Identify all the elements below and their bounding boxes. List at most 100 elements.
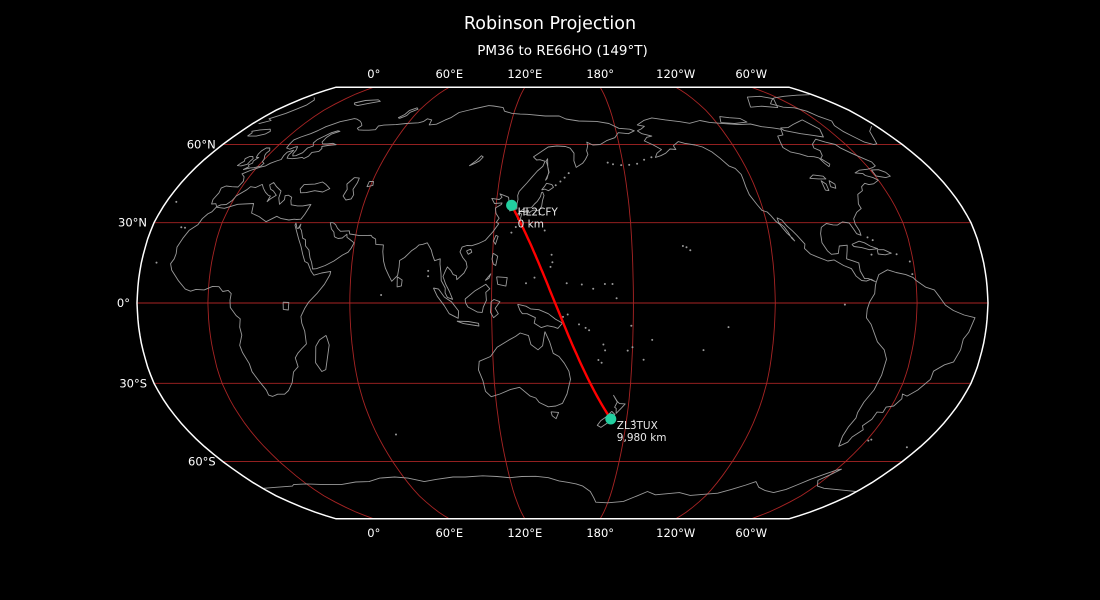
island-dot [563, 176, 566, 179]
island-dot [597, 359, 600, 361]
island-dot [636, 162, 639, 165]
latitude-tick-label: 60°S [188, 455, 216, 469]
island-dot [600, 361, 603, 364]
island-dot [533, 276, 536, 279]
coastline [746, 95, 779, 109]
island-dot [689, 249, 692, 252]
meridian-line [751, 86, 918, 520]
island-dot [427, 275, 430, 278]
island-dot [867, 439, 870, 442]
meridian-line [599, 86, 634, 520]
longitude-tick-label-top: 120°E [507, 67, 542, 81]
coastline [851, 240, 879, 251]
island-dot [551, 261, 554, 264]
great-circle-path [510, 204, 612, 421]
island-dot [642, 358, 645, 361]
meridian-line [491, 86, 526, 520]
island-dot [562, 315, 564, 318]
island-dot [871, 239, 874, 242]
coastline [636, 117, 879, 283]
coastline [496, 276, 508, 287]
coastline [491, 252, 499, 266]
island-dot [630, 324, 633, 327]
island-dot [612, 163, 614, 166]
coastline [263, 468, 856, 504]
coastline [544, 158, 550, 181]
island-dot [685, 246, 688, 249]
coastline [353, 99, 381, 107]
island-dot [510, 231, 513, 234]
longitude-tick-label-bottom: 0° [367, 526, 380, 540]
island-dot [870, 253, 873, 256]
longitude-tick-label-top: 0° [367, 67, 380, 81]
great-circle-path-layer [510, 204, 612, 421]
island-dot [681, 245, 684, 247]
island-dot [727, 326, 730, 329]
island-dot [628, 163, 631, 166]
axis-tick-labels: 0° 0° 60°E 60°E 120°E 120°E 180° 180° 120°W 120°W… [117, 67, 767, 540]
coastline [456, 320, 480, 327]
coastline [876, 249, 892, 256]
island-dot [514, 226, 517, 228]
coastline [396, 276, 403, 288]
island-dot [615, 297, 618, 300]
coastline [780, 119, 824, 138]
coastline [484, 273, 492, 281]
graticule-lines [137, 86, 988, 520]
coastline [541, 182, 554, 192]
coastlines [170, 94, 976, 504]
coastline [820, 180, 830, 191]
longitude-tick-label-top: 180° [586, 67, 614, 81]
island-dot [395, 433, 397, 436]
island-dot [592, 287, 595, 290]
coastline [170, 105, 635, 397]
island-dot [905, 446, 908, 449]
coastline [282, 301, 290, 311]
island-dot [565, 282, 568, 285]
meridian-line [349, 86, 450, 520]
latitude-tick-label: 60°N [187, 138, 216, 152]
coastline [838, 269, 976, 447]
coastline [550, 411, 560, 420]
coastline [809, 174, 827, 180]
island-dot [588, 329, 591, 332]
station-callsign-label: HL2CFY [518, 206, 559, 218]
coastline [719, 116, 748, 124]
coastline [366, 181, 374, 188]
island-dot [175, 200, 178, 203]
coastline [871, 169, 891, 179]
coastline [242, 147, 271, 171]
island-dot [180, 226, 183, 229]
coastline [432, 287, 460, 319]
station-distance-label: 9,980 km [617, 432, 667, 444]
island-dot [626, 349, 629, 352]
island-dot [567, 172, 570, 175]
longitude-tick-label-top: 120°W [656, 67, 695, 81]
station-marker [506, 199, 518, 211]
coastline [517, 303, 563, 329]
island-dot [184, 226, 186, 229]
longitude-tick-label-bottom: 60°W [735, 526, 767, 540]
island-dot [538, 213, 541, 216]
coastline [466, 248, 473, 255]
longitude-tick-label-bottom: 120°W [656, 526, 695, 540]
island-dot [580, 283, 583, 286]
longitude-tick-label-top: 60°E [435, 67, 463, 81]
island-dot [602, 343, 605, 346]
island-dot [843, 303, 846, 306]
coastline [490, 299, 501, 319]
island-dot [550, 253, 553, 256]
coastline [464, 283, 491, 313]
island-dot [427, 269, 430, 272]
island-dot [604, 349, 607, 352]
coastline [523, 211, 529, 216]
coastline [468, 155, 484, 167]
latitude-tick-label: 30°N [118, 216, 147, 230]
island-dot [584, 326, 587, 329]
island-dot [643, 158, 646, 161]
island-dot [911, 273, 914, 276]
island-dot [603, 283, 606, 285]
